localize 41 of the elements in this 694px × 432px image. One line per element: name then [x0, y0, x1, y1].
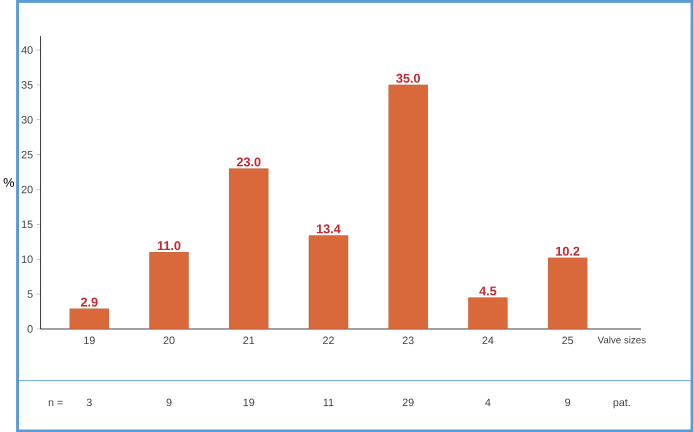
- text: 3: [86, 398, 92, 406]
- bar: [229, 168, 268, 329]
- text: 9: [166, 398, 172, 406]
- y-tick-label: 15: [22, 220, 33, 228]
- y-tick-label: 0: [28, 324, 33, 333]
- y-tick-label: 5: [28, 290, 33, 298]
- bar: [149, 252, 189, 329]
- data-label: 35.0: [396, 74, 420, 83]
- bar: [548, 257, 588, 329]
- text: pat.: [614, 398, 630, 408]
- y-tick-label: 20: [22, 186, 33, 194]
- x-tick-label: 22: [323, 336, 334, 344]
- x-tick-label: 19: [84, 336, 95, 344]
- x-tick-label: 25: [562, 336, 574, 344]
- bar: [468, 297, 508, 329]
- text: 29: [402, 398, 414, 406]
- text: 4: [485, 398, 491, 406]
- y-tick-label: 40: [21, 46, 33, 54]
- data-label: 23.0: [236, 157, 261, 166]
- y-axis-title: %: [4, 178, 14, 187]
- x-tick-label: 21: [243, 336, 254, 344]
- y-tick-label: 10: [22, 255, 33, 263]
- text: 19: [244, 398, 254, 406]
- text: 11: [324, 398, 334, 406]
- y-tick-label: 25: [22, 150, 33, 158]
- bar: [70, 308, 109, 329]
- bar: [388, 84, 428, 329]
- x-tick-label: 20: [164, 336, 175, 344]
- x-axis-title: Valve sizes: [598, 336, 646, 344]
- data-label: 4.5: [479, 286, 496, 296]
- bar: [308, 235, 348, 329]
- x-tick-label: 24: [482, 336, 494, 344]
- text: n =: [48, 400, 63, 406]
- text: 9: [565, 398, 570, 406]
- y-tick-label: 35: [22, 80, 33, 89]
- data-label: 2.9: [80, 297, 98, 306]
- data-label: 13.4: [316, 224, 341, 234]
- data-label: 11.0: [158, 240, 180, 250]
- y-tick-label: 30: [22, 116, 33, 124]
- data-label: 10.2: [556, 246, 580, 256]
- x-tick-label: 23: [402, 336, 414, 344]
